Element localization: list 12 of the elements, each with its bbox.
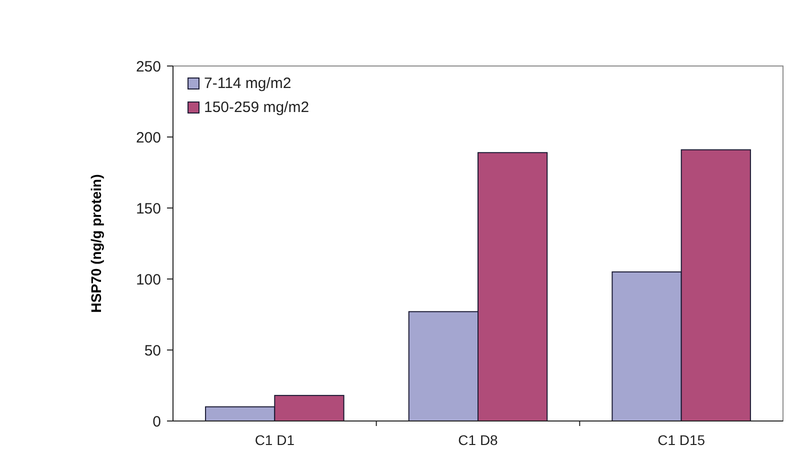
- x-tick-label: C1 D1: [254, 432, 295, 448]
- legend-label: 150-259 mg/m2: [204, 99, 310, 116]
- y-tick-label: 0: [152, 413, 161, 430]
- legend-label: 7-114 mg/m2: [204, 75, 292, 92]
- y-axis-title: HSP70 (ng/g protein): [88, 174, 104, 313]
- y-tick-label: 200: [136, 129, 161, 146]
- x-tick-label: C1 D8: [458, 432, 498, 448]
- y-tick-label: 100: [136, 271, 161, 288]
- y-tick-label: 250: [136, 58, 161, 76]
- x-tick-label: C1 D15: [658, 432, 706, 448]
- y-tick-label: 50: [144, 342, 161, 360]
- y-tick-label: 150: [136, 200, 161, 218]
